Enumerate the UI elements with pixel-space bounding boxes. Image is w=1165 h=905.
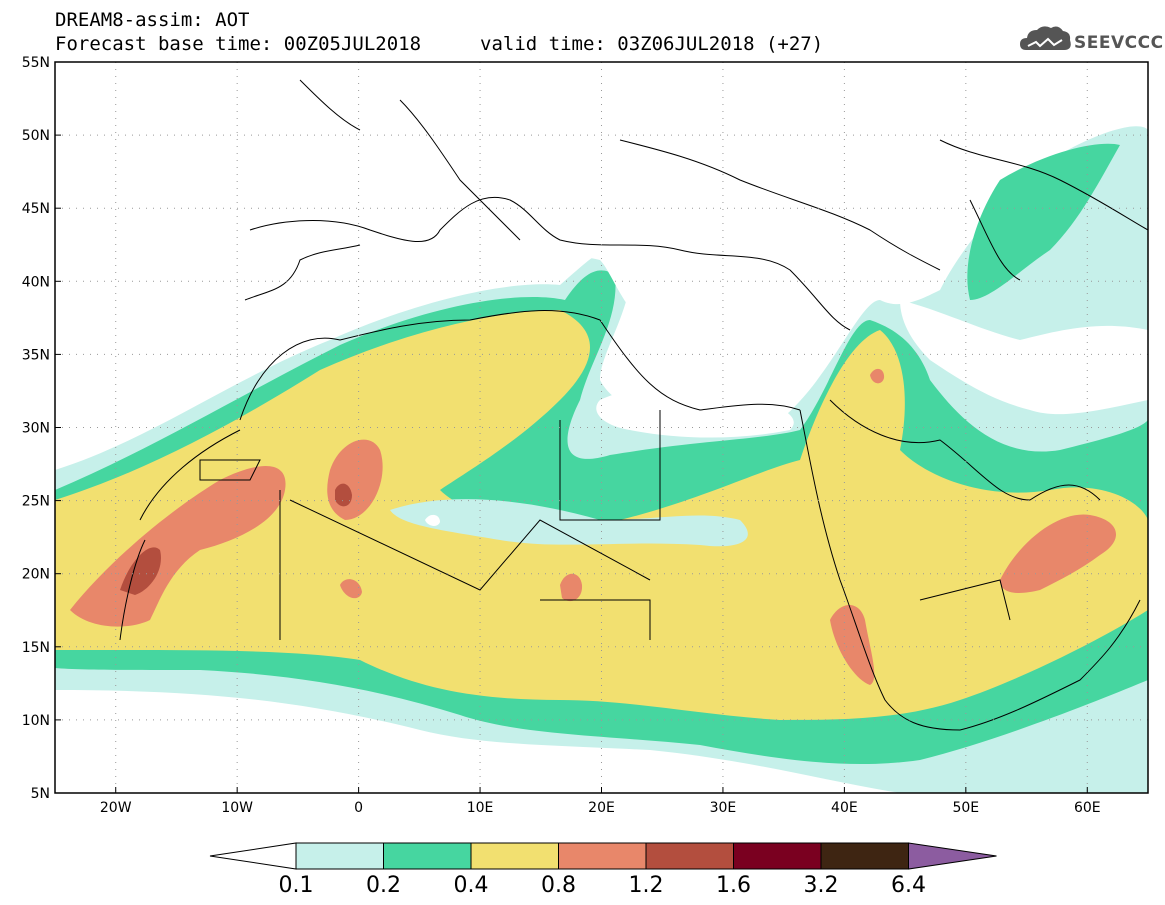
x-tick-label: 20E [588,800,615,816]
y-tick-label: 35N [22,347,50,363]
seevccc-logo: SEEVCCC [1018,20,1163,60]
contour-0.4 [55,310,1148,720]
colorbar-bin [645,842,734,870]
colorbar-label: 6.4 [891,873,926,898]
y-tick-label: 10N [22,713,50,729]
x-tick-label: 60E [1074,800,1101,816]
colorbar-label: 0.2 [366,873,401,898]
x-tick-label: 40E [831,800,858,816]
aot-field [55,62,1148,793]
y-tick-label: 5N [31,786,50,802]
y-tick-label: 50N [22,128,50,144]
colorbar-label: 0.8 [541,873,576,898]
x-tick-label: 0 [354,800,363,816]
colorbar-label: 1.2 [629,873,664,898]
colorbar: 0.1 0.2 0.4 0.8 1.2 1.6 3.2 6.4 [209,842,997,898]
y-tick-label: 30N [22,421,50,437]
colorbar-label: 1.6 [716,873,751,898]
colorbar-low-arrow [209,842,297,870]
colorbar-bin [820,842,909,870]
colorbar-high-arrow [908,842,997,870]
y-tick-label: 40N [22,274,50,290]
valid-time: valid time: 03Z06JUL2018 (+27) [480,33,824,55]
colorbar-bin [383,842,472,870]
cloud-logo-icon [1020,26,1071,50]
chart-title: DREAM8-assim: AOT [55,9,250,31]
colorbar-label: 3.2 [804,873,839,898]
coastlines [119,79,1148,731]
colorbar-label: 0.1 [279,873,314,898]
graticule [55,62,1148,793]
y-tick-label: 15N [22,640,50,656]
forecast-base-time: Forecast base time: 00Z05JUL2018 [55,33,422,55]
colorbar-bin [733,842,822,870]
y-tick-label: 20N [22,567,50,583]
y-axis: 5N 10N 15N 20N 25N 30N 35N 40N 45N 50N 55N [22,55,61,802]
x-tick-label: 20W [100,800,132,816]
x-tick-label: 50E [952,800,979,816]
colorbar-bin [295,842,384,870]
x-tick-label: 10E [467,800,494,816]
y-tick-label: 55N [22,55,50,71]
y-tick-label: 25N [22,494,50,510]
x-tick-label: 10W [221,800,253,816]
logo-text: SEEVCCC [1074,33,1164,53]
colorbar-bin [558,842,647,870]
colorbar-bin [470,842,559,870]
y-tick-label: 45N [22,201,50,217]
x-axis: 20W 10W 0 10E 20E 30E 40E 50E 60E [100,787,1101,816]
x-tick-label: 30E [710,800,737,816]
colorbar-label: 0.4 [454,873,489,898]
